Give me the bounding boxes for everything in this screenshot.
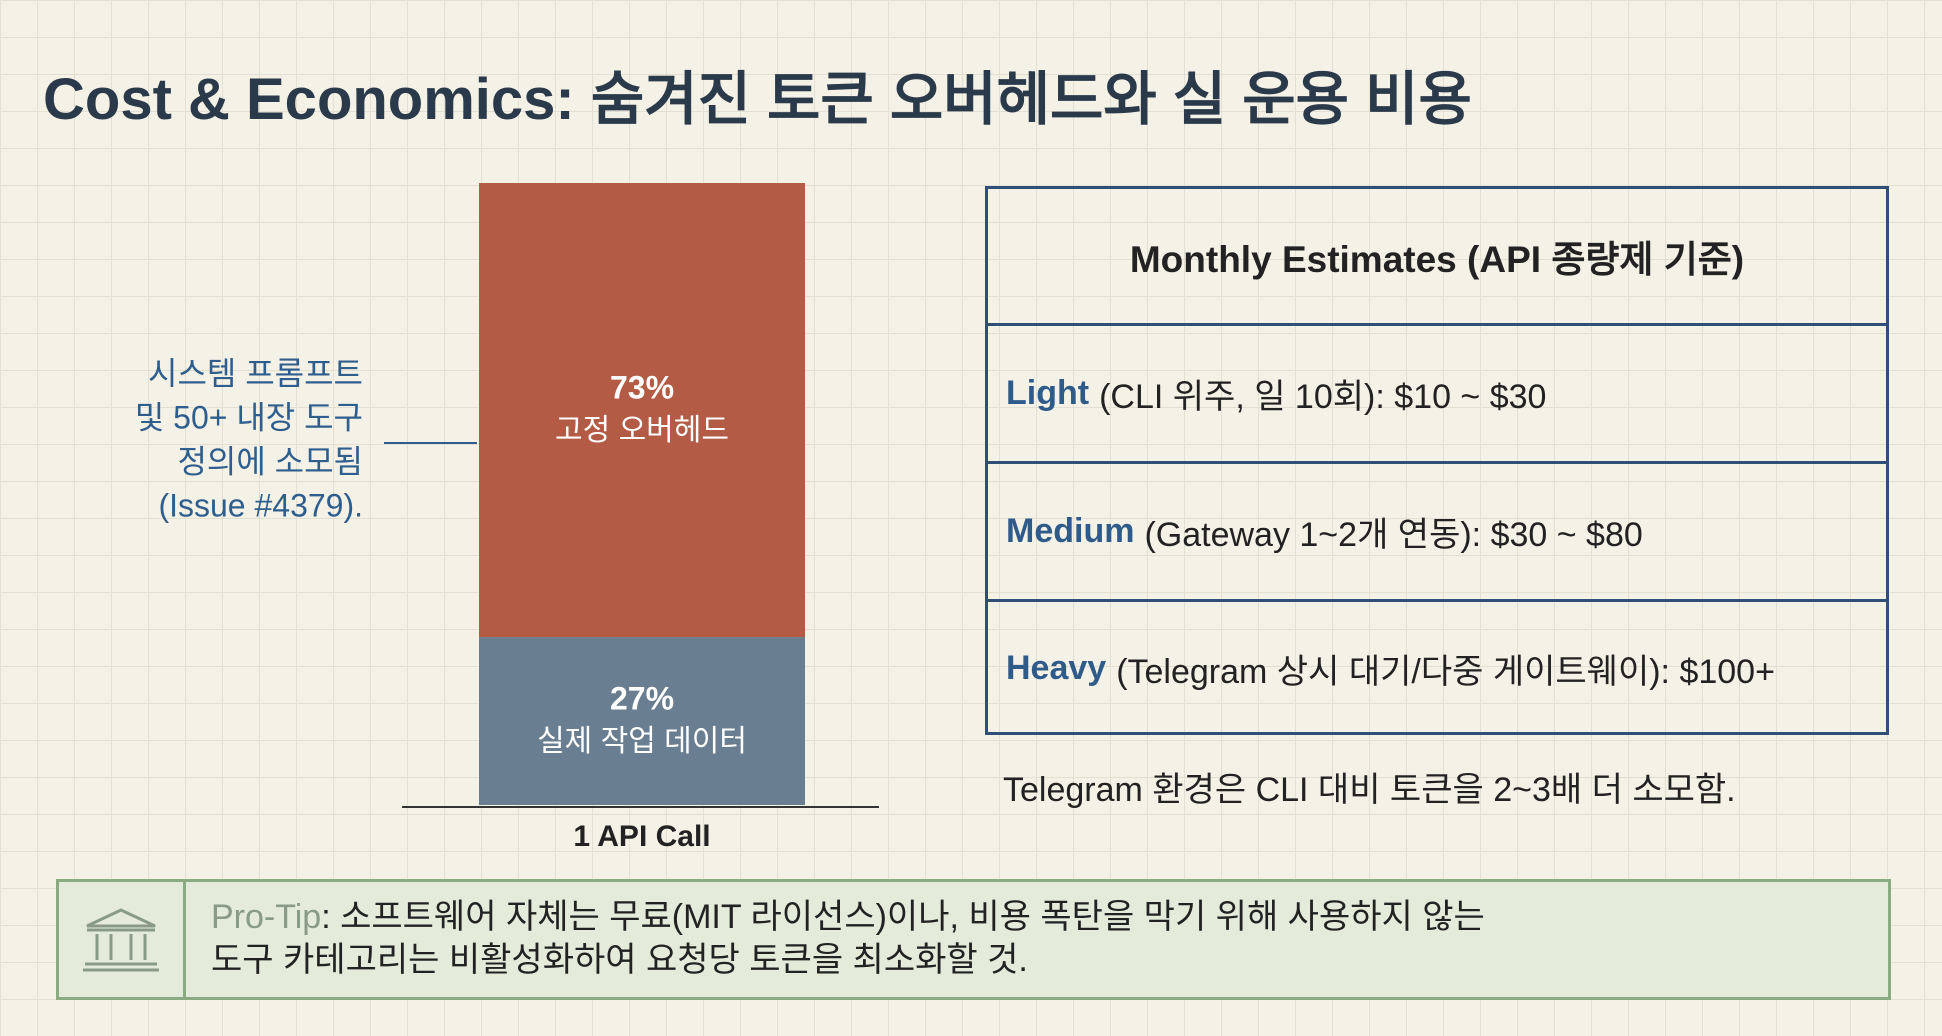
- note: Telegram 환경은 CLI 대비 토큰을 2~3배 더 소모함.: [1003, 771, 1736, 809]
- slide-title: Cost & Economics: 숨겨진 토큰 오버헤드와 실 운용 비용: [43, 67, 1472, 132]
- tier: Medium: [1006, 512, 1135, 550]
- annotation-line: (Issue #4379).: [158, 487, 363, 523]
- tier: Light: [1006, 374, 1090, 412]
- tier-detail: (Gateway 1~2개 연동): $30 ~ $80: [1144, 516, 1643, 554]
- tier-detail: (CLI 위주, 일 10회): $10 ~ $30: [1099, 378, 1547, 416]
- bank-icon: [83, 908, 159, 972]
- value-label: 27%: [610, 680, 674, 716]
- table-title: Monthly Estimates (API 종량제 기준): [1129, 239, 1745, 280]
- segment-name: 고정 오버헤드: [555, 414, 729, 447]
- pro-tip-text: Pro-Tip: 소프트웨어 자체는 무료(MIT 라이선스)이나, 비용 폭탄…: [211, 896, 1485, 982]
- table-row: Medium (Gateway 1~2개 연동): $30 ~ $80: [988, 461, 1886, 599]
- value-label: 73%: [610, 369, 674, 405]
- x-tick-label: 1 API Call: [573, 820, 710, 853]
- pro-tip-line: : 소프트웨어 자체는 무료(MIT 라이선스)이나, 비용 폭탄을 막기 위해…: [321, 898, 1485, 936]
- estimates-table: Monthly Estimates (API 종량제 기준) Light (CLI…: [985, 186, 1889, 735]
- pro-tip-label: Pro-Tip: [211, 898, 322, 936]
- table-row: Heavy (Telegram 상시 대기/다중 게이트웨이): $100+: [988, 599, 1886, 735]
- bar-segment: [479, 183, 805, 638]
- segment-name: 실제 작업 데이터: [537, 725, 747, 758]
- bar-segment: [479, 637, 805, 805]
- pro-tip-box: Pro-Tip: 소프트웨어 자체는 무료(MIT 라이선스)이나, 비용 폭탄…: [56, 879, 1891, 1000]
- annotation-line: 시스템 프롬프트: [148, 355, 363, 391]
- annotation-line: 및 50+ 내장 도구: [135, 399, 363, 435]
- annotation-line: 정의에 소모됨: [177, 443, 363, 479]
- table-row: Light (CLI 위주, 일 10회): $10 ~ $30: [988, 323, 1886, 461]
- chart: 27% 실제 작업 데이터 73% 고정 오버헤드 1 API Call 시스템 프롬프트…: [135, 183, 879, 853]
- tier: Heavy: [1006, 649, 1107, 687]
- pro-tip-line: 도구 카테고리는 비활성화하여 요청당 토큰을 최소화할 것.: [211, 941, 1028, 979]
- tier-detail: (Telegram 상시 대기/다중 게이트웨이): $100+: [1116, 653, 1775, 691]
